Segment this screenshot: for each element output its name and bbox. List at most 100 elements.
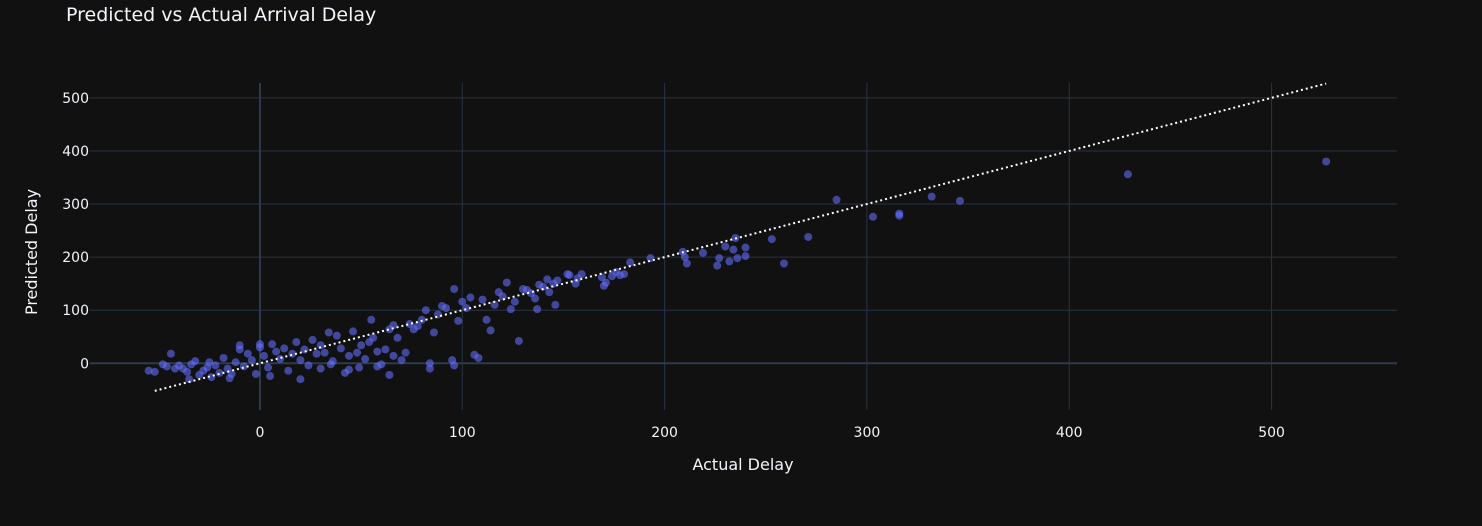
data-point	[255, 340, 264, 349]
data-point	[438, 301, 447, 310]
data-point	[397, 356, 406, 365]
data-point	[211, 361, 220, 370]
data-point	[357, 341, 366, 350]
data-point	[272, 347, 281, 356]
data-point	[316, 364, 325, 373]
data-point	[344, 351, 353, 360]
data-point	[721, 242, 730, 251]
x-tick-label: 300	[854, 425, 881, 441]
data-point	[1123, 170, 1132, 179]
data-point	[219, 353, 228, 362]
data-point	[535, 280, 544, 289]
x-tick-label: 500	[1258, 425, 1285, 441]
data-point	[361, 355, 370, 364]
data-point	[373, 362, 382, 371]
data-point	[597, 273, 606, 282]
data-point	[1322, 157, 1331, 166]
data-points	[144, 157, 1331, 384]
data-point	[259, 351, 268, 360]
reference-line-layer	[154, 82, 1327, 392]
data-point	[332, 331, 341, 340]
data-point	[336, 344, 345, 353]
y-tick-label: 500	[62, 91, 89, 107]
data-point	[433, 310, 442, 319]
data-point	[543, 275, 552, 284]
data-point	[448, 356, 457, 365]
data-point	[429, 328, 438, 337]
x-tick-label: 100	[449, 425, 476, 441]
data-point	[280, 344, 289, 353]
data-point	[324, 328, 333, 337]
tick-labels: 0 100 200 300 400 500 0 100 200 300 400 500	[62, 91, 1285, 441]
data-point	[365, 338, 374, 347]
data-point	[486, 326, 495, 335]
data-point	[741, 252, 750, 261]
data-point	[551, 300, 560, 309]
data-point	[462, 304, 471, 313]
data-point	[304, 361, 313, 370]
data-point	[725, 257, 734, 266]
data-point	[454, 316, 463, 325]
data-point	[804, 232, 813, 241]
data-point	[225, 374, 234, 383]
data-point	[458, 297, 467, 306]
data-point	[699, 248, 708, 257]
data-point	[482, 315, 491, 324]
data-point	[490, 300, 499, 309]
data-point	[599, 281, 608, 290]
data-point	[187, 360, 196, 369]
data-point	[405, 320, 414, 329]
data-point	[296, 375, 305, 384]
data-point	[563, 270, 572, 279]
data-point	[235, 341, 244, 350]
data-point	[385, 325, 394, 334]
data-point	[215, 368, 224, 377]
data-point	[417, 315, 426, 324]
data-point	[353, 348, 362, 357]
data-point	[713, 261, 722, 270]
data-point	[170, 364, 179, 373]
reference-line	[154, 82, 1327, 392]
data-point	[185, 375, 194, 384]
data-point	[284, 366, 293, 375]
data-point	[767, 235, 776, 244]
x-tick-label: 0	[255, 425, 264, 441]
data-point	[373, 347, 382, 356]
data-point	[514, 336, 523, 345]
data-point	[367, 315, 376, 324]
y-tick-label: 400	[62, 144, 89, 160]
data-point	[144, 366, 153, 375]
data-point	[296, 356, 305, 365]
data-point	[266, 372, 275, 381]
data-point	[733, 254, 742, 263]
data-point	[355, 363, 364, 372]
data-point	[292, 338, 301, 347]
data-point	[549, 279, 558, 288]
data-point	[646, 254, 655, 263]
data-point	[166, 349, 175, 358]
data-point	[478, 295, 487, 304]
y-tick-label: 200	[62, 250, 89, 266]
data-point	[150, 367, 159, 376]
data-point	[545, 288, 554, 297]
y-axis-label: Predicted Delay	[22, 189, 41, 315]
data-point	[895, 211, 904, 220]
data-point	[510, 297, 519, 306]
chart-title: Predicted vs Actual Arrival Delay	[66, 4, 376, 26]
data-point	[205, 358, 214, 367]
data-point	[231, 358, 240, 367]
data-point	[607, 272, 616, 281]
data-point	[195, 370, 204, 379]
data-point	[470, 350, 479, 359]
data-point	[308, 335, 317, 344]
data-point	[264, 363, 273, 372]
data-point	[571, 279, 580, 288]
data-point	[729, 245, 738, 254]
data-point	[927, 192, 936, 201]
data-point	[401, 348, 410, 357]
data-point	[832, 195, 841, 204]
data-point	[506, 305, 515, 314]
